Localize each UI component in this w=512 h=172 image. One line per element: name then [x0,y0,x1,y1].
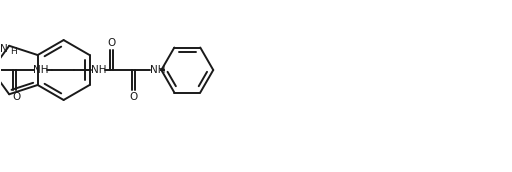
Text: NH: NH [33,65,48,75]
Text: NH: NH [150,65,165,75]
Text: O: O [129,92,138,102]
Text: O: O [12,92,20,102]
Text: O: O [108,38,116,48]
Text: N: N [1,44,8,54]
Text: NH: NH [91,65,106,75]
Text: H: H [10,47,16,56]
